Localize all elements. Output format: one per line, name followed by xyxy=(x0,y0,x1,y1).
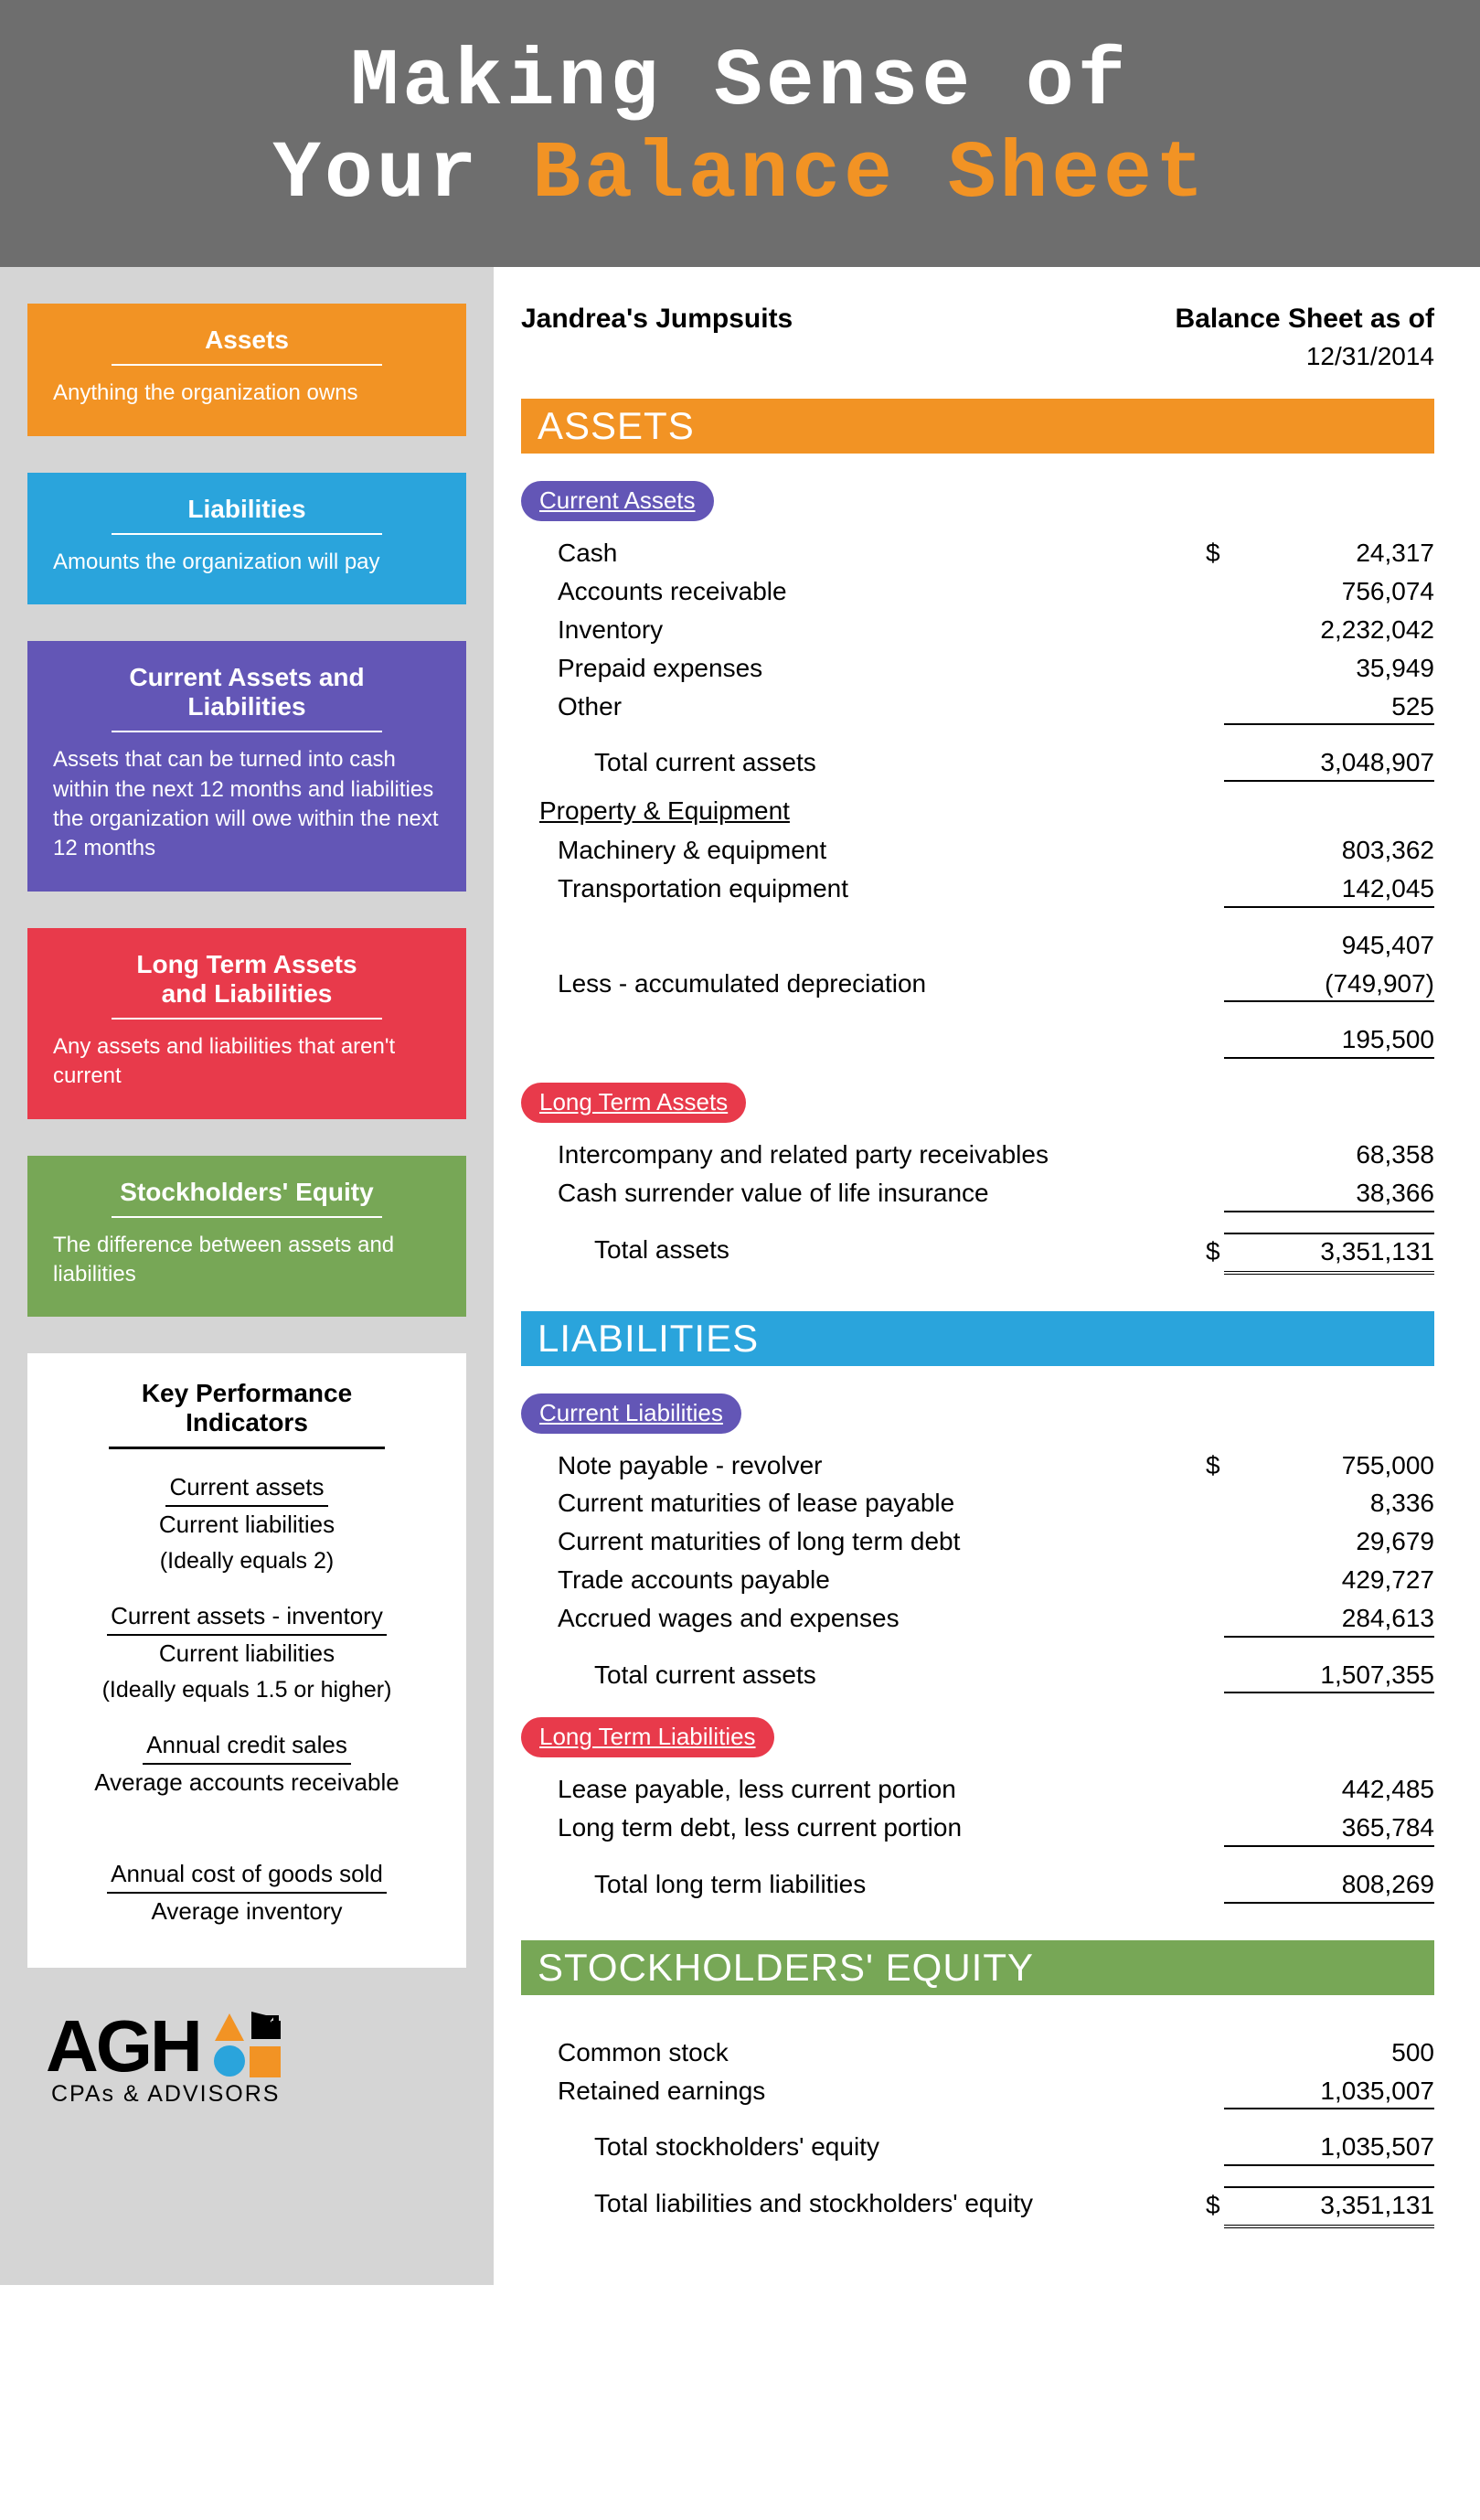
line-item: Accrued wages and expenses284,613 xyxy=(521,1599,1434,1639)
pill-current-liabilities: Current Liabilities xyxy=(521,1393,741,1434)
line-item: Common stock500 xyxy=(521,2034,1434,2072)
kpi-num: Annual cost of goods sold xyxy=(107,1858,387,1894)
kpi-num: Current assets - inventory xyxy=(107,1600,387,1636)
total-line: Total current assets3,048,907 xyxy=(521,743,1434,784)
card-title: Liabilities xyxy=(112,495,383,535)
kpi-ratio: Current assets - inventory Current liabi… xyxy=(55,1600,439,1668)
card-desc: Amounts the organization will pay xyxy=(53,548,441,577)
line-item: Inventory2,232,042 xyxy=(521,611,1434,649)
logo-brand: AGH xyxy=(46,2004,200,2088)
line-item: Lease payable, less current portion442,4… xyxy=(521,1770,1434,1809)
card-title: Current Assets and Liabilities xyxy=(112,663,383,732)
line-item: Trade accounts payable429,727 xyxy=(521,1561,1434,1599)
card-desc: Any assets and liabilities that aren't c… xyxy=(53,1032,441,1092)
sidebar: Assets Anything the organization owns Li… xyxy=(0,267,494,2285)
kpi-den: Current liabilities xyxy=(55,1636,439,1668)
card-title: Assets xyxy=(112,326,383,366)
line-item: Note payable - revolver$755,000 xyxy=(521,1447,1434,1485)
company-name: Jandrea's Jumpsuits xyxy=(521,304,793,335)
sheet-title: Balance Sheet as of xyxy=(1176,304,1434,335)
logo-icons xyxy=(211,2010,284,2084)
kpi-note: (Ideally equals 2) xyxy=(55,1548,439,1575)
logo: AGH xyxy=(27,2004,466,2108)
line-item: Current maturities of lease payable8,336 xyxy=(521,1484,1434,1522)
card-liabilities: Liabilities Amounts the organization wil… xyxy=(27,473,466,604)
kpi-note xyxy=(55,1806,439,1832)
pill-lt-liabilities: Long Term Liabilities xyxy=(521,1717,774,1757)
grand-total-line: Total liabilities and stockholders' equi… xyxy=(521,2184,1434,2230)
line-item: Transportation equipment142,045 xyxy=(521,870,1434,910)
logo-tagline: CPAs & ADVISORS xyxy=(46,2081,466,2108)
subtotal-line: 945,407 xyxy=(521,926,1434,965)
total-line: Total current assets1,507,355 xyxy=(521,1656,1434,1696)
line-item: Accounts receivable756,074 xyxy=(521,572,1434,611)
line-item: Cash$24,317 xyxy=(521,534,1434,572)
pill-current-assets: Current Assets xyxy=(521,481,714,521)
line-item: Cash surrender value of life insurance38… xyxy=(521,1174,1434,1214)
subhead-pe: Property & Equipment xyxy=(521,784,1434,831)
card-title: Stockholders' Equity xyxy=(112,1178,383,1218)
kpi-ratio: Annual credit sales Average accounts rec… xyxy=(55,1729,439,1797)
kpi-note: (Ideally equals 1.5 or higher) xyxy=(55,1677,439,1703)
sheet-header: Jandrea's Jumpsuits Balance Sheet as of xyxy=(521,304,1434,335)
pill-lt-assets: Long Term Assets xyxy=(521,1083,746,1123)
page-header: Making Sense of Your Balance Sheet xyxy=(0,0,1480,267)
line-item: Intercompany and related party receivabl… xyxy=(521,1136,1434,1174)
line-item: Long term debt, less current portion365,… xyxy=(521,1809,1434,1849)
card-desc: Assets that can be turned into cash with… xyxy=(53,745,441,864)
card-desc: Anything the organization owns xyxy=(53,379,441,408)
header-line1: Making Sense of xyxy=(350,37,1129,128)
card-assets: Assets Anything the organization owns xyxy=(27,304,466,435)
section-equity-head: STOCKHOLDERS' EQUITY xyxy=(521,1940,1434,1995)
balance-sheet: Jandrea's Jumpsuits Balance Sheet as of … xyxy=(494,267,1480,2285)
kpi-den: Current liabilities xyxy=(55,1507,439,1539)
line-item: Other525 xyxy=(521,688,1434,728)
main-layout: Assets Anything the organization owns Li… xyxy=(0,267,1480,2285)
kpi-num: Current assets xyxy=(165,1471,327,1507)
sheet-date: 12/31/2014 xyxy=(521,342,1434,371)
section-assets-head: ASSETS xyxy=(521,399,1434,454)
line-item: Prepaid expenses35,949 xyxy=(521,649,1434,688)
kpi-box: Key Performance Indicators Current asset… xyxy=(27,1353,466,1968)
kpi-title: Key Performance Indicators xyxy=(109,1379,385,1449)
header-line2a: Your xyxy=(272,130,532,220)
line-item: Retained earnings1,035,007 xyxy=(521,2072,1434,2112)
card-current: Current Assets and Liabilities Assets th… xyxy=(27,641,466,892)
card-desc: The difference between assets and liabil… xyxy=(53,1231,441,1290)
card-equity: Stockholders' Equity The difference betw… xyxy=(27,1156,466,1318)
kpi-den: Average inventory xyxy=(55,1894,439,1926)
line-item: Machinery & equipment803,362 xyxy=(521,831,1434,870)
kpi-den: Average accounts receivable xyxy=(55,1765,439,1797)
card-longterm: Long Term Assets and Liabilities Any ass… xyxy=(27,928,466,1119)
total-line: Total stockholders' equity1,035,507 xyxy=(521,2128,1434,2168)
kpi-ratio: Current assets Current liabilities xyxy=(55,1471,439,1539)
header-line2b: Balance Sheet xyxy=(532,130,1208,220)
total-line: Total long term liabilities808,269 xyxy=(521,1865,1434,1906)
subtotal-line: 195,500 xyxy=(521,1020,1434,1061)
card-title: Long Term Assets and Liabilities xyxy=(112,950,383,1020)
section-liabilities-head: LIABILITIES xyxy=(521,1311,1434,1366)
kpi-num: Annual credit sales xyxy=(143,1729,351,1765)
grand-total-line: Total assets$3,351,131 xyxy=(521,1231,1434,1276)
line-item: Less - accumulated depreciation(749,907) xyxy=(521,965,1434,1005)
kpi-ratio: Annual cost of goods sold Average invent… xyxy=(55,1858,439,1926)
line-item: Current maturities of long term debt29,6… xyxy=(521,1522,1434,1561)
